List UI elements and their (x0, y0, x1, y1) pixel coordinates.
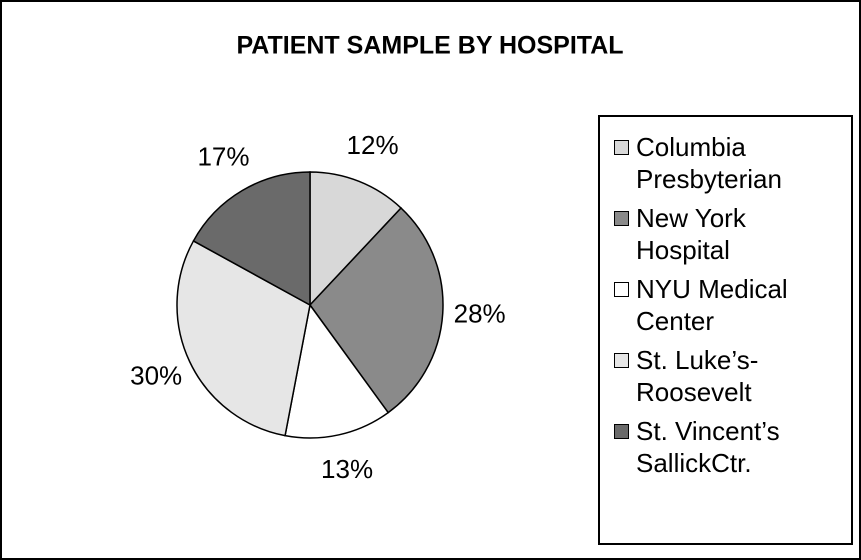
legend-entry: NYU Medical Center (614, 273, 851, 337)
pie-slice (284, 303, 390, 439)
legend-entry: St. Luke’s- Roosevelt (614, 344, 851, 408)
pie-slice (309, 171, 403, 307)
chart-title: PATIENT SAMPLE BY HOSPITAL (236, 32, 623, 60)
legend-label: St. Vincent’s SallickCtr. (636, 416, 780, 478)
data-label: 28% (454, 299, 506, 329)
legend: Columbia Presbyterian New York Hospital NY… (598, 115, 853, 545)
legend-swatch (614, 424, 629, 439)
pie-slice (309, 206, 444, 414)
legend-label: New York Hospital (636, 203, 746, 265)
legend-entry: Columbia Presbyterian (614, 131, 851, 195)
legend-label: NYU Medical Center (636, 274, 788, 336)
legend-entry: New York Hospital (614, 202, 851, 266)
data-label: 17% (197, 142, 249, 172)
legend-swatch (614, 282, 629, 297)
legend-swatch (614, 140, 629, 155)
data-label: 13% (321, 454, 373, 484)
legend-label: St. Luke’s- Roosevelt (636, 345, 759, 407)
legend-swatch (614, 211, 629, 226)
legend-label: Columbia Presbyterian (636, 132, 782, 194)
pie-slice (192, 171, 311, 307)
data-label: 12% (347, 130, 399, 160)
legend-swatch (614, 353, 629, 368)
data-label: 30% (130, 360, 182, 390)
legend-entry: St. Vincent’s SallickCtr. (614, 415, 851, 479)
pie-slice (176, 239, 311, 437)
